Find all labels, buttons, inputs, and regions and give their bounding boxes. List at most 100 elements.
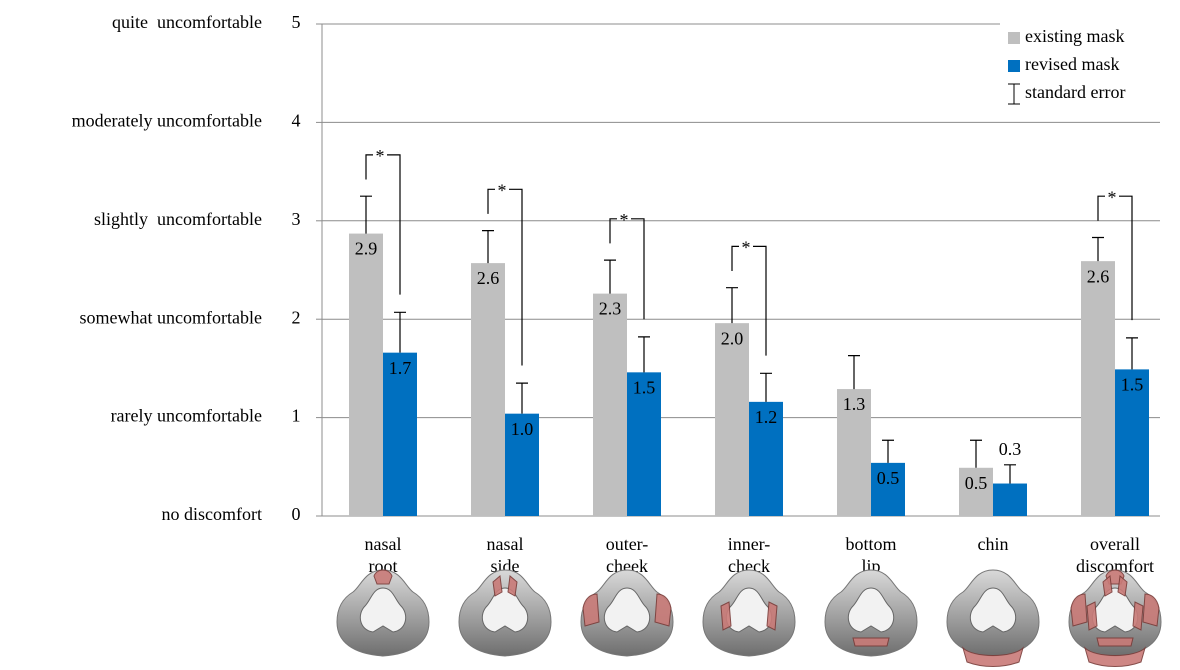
value-label: 1.5 bbox=[633, 377, 656, 397]
value-label: 1.0 bbox=[511, 419, 534, 439]
y-tick-label: 3 bbox=[292, 209, 301, 229]
significance-bracket bbox=[487, 188, 523, 366]
legend-label: revised mask bbox=[1025, 54, 1119, 74]
bar bbox=[715, 323, 749, 516]
bar bbox=[993, 483, 1027, 516]
legend-background bbox=[1000, 16, 1172, 116]
legend-label: standard error bbox=[1025, 82, 1125, 102]
value-label: 0.5 bbox=[965, 473, 988, 493]
error-bar bbox=[360, 195, 372, 234]
y-tick-label: 0 bbox=[292, 504, 301, 524]
x-tick-label: nasal bbox=[365, 534, 402, 554]
bar bbox=[749, 401, 783, 516]
x-tick-label: check bbox=[728, 556, 770, 576]
y-tick-description: slightly uncomfortable bbox=[94, 209, 262, 229]
mask-icon bbox=[458, 569, 552, 657]
mask-hole bbox=[603, 587, 651, 633]
value-label: 2.6 bbox=[1087, 266, 1110, 286]
mask-region bbox=[582, 593, 672, 627]
error-bar bbox=[1004, 464, 1016, 484]
bar bbox=[349, 233, 383, 517]
error-bar bbox=[516, 382, 528, 414]
mask-region bbox=[1102, 575, 1128, 597]
error-bar bbox=[1092, 236, 1104, 262]
mask-region bbox=[852, 637, 890, 647]
significance-label: * bbox=[742, 238, 751, 258]
legend-label: existing mask bbox=[1025, 26, 1125, 46]
error-bar bbox=[482, 230, 494, 264]
mask-hole bbox=[725, 587, 773, 633]
mask-hole bbox=[847, 587, 895, 633]
value-label: 1.3 bbox=[843, 394, 866, 414]
significance-label: * bbox=[620, 210, 629, 230]
mask-hole bbox=[481, 587, 529, 633]
significance-label: * bbox=[498, 180, 507, 200]
mask-hole bbox=[1091, 587, 1139, 633]
bar bbox=[1115, 369, 1149, 516]
bar bbox=[627, 372, 661, 516]
error-bar bbox=[604, 259, 616, 294]
bar bbox=[959, 467, 993, 516]
y-tick-label: 5 bbox=[292, 12, 301, 32]
mask-region bbox=[1096, 637, 1134, 647]
significance-bracket bbox=[731, 245, 767, 356]
x-tick-label: overall bbox=[1090, 534, 1140, 554]
error-bar bbox=[1126, 337, 1138, 370]
x-tick-label: outer- bbox=[606, 534, 649, 554]
value-label: 2.0 bbox=[721, 328, 744, 348]
value-label: 2.6 bbox=[477, 268, 500, 288]
bar bbox=[593, 293, 627, 516]
error-bar bbox=[726, 287, 738, 324]
mask-icon bbox=[336, 569, 430, 657]
mask-region bbox=[1083, 646, 1147, 667]
mask-region bbox=[1086, 601, 1144, 631]
error-bar bbox=[394, 311, 406, 353]
mask-icon bbox=[824, 569, 918, 657]
mask-hole bbox=[359, 587, 407, 633]
significance-label: * bbox=[376, 146, 385, 166]
mask-icon bbox=[946, 569, 1040, 667]
value-label: 0.3 bbox=[999, 439, 1022, 459]
significance-bracket bbox=[1097, 195, 1133, 321]
value-label: 2.3 bbox=[599, 299, 622, 319]
mask-icon bbox=[702, 569, 796, 657]
mask-region bbox=[961, 646, 1025, 667]
significance-bracket bbox=[609, 218, 645, 320]
x-tick-label: cheek bbox=[606, 556, 648, 576]
value-label: 1.2 bbox=[755, 407, 778, 427]
x-tick-label: inner- bbox=[728, 534, 771, 554]
bar bbox=[471, 263, 505, 516]
mask-region bbox=[373, 569, 393, 585]
error-bar bbox=[970, 439, 982, 468]
bar bbox=[871, 462, 905, 516]
value-label: 1.7 bbox=[389, 358, 412, 378]
mask-icon bbox=[1068, 569, 1162, 667]
bar bbox=[837, 389, 871, 516]
bar bbox=[383, 352, 417, 516]
mask-hole bbox=[969, 587, 1017, 633]
x-tick-label: bottom bbox=[845, 534, 896, 554]
value-label: 2.9 bbox=[355, 239, 378, 259]
mask-region bbox=[720, 601, 778, 631]
mask-region bbox=[1070, 593, 1160, 627]
y-tick-label: 2 bbox=[292, 307, 301, 327]
legend-swatch bbox=[1008, 60, 1020, 72]
error-bar bbox=[848, 355, 860, 390]
y-tick-description: somewhat uncomfortable bbox=[80, 307, 262, 327]
error-bar bbox=[638, 336, 650, 373]
significance-label: * bbox=[1108, 187, 1117, 207]
legend-swatch bbox=[1008, 32, 1020, 44]
significance-bracket bbox=[365, 154, 401, 295]
mask-region bbox=[492, 575, 518, 597]
y-tick-description: no discomfort bbox=[162, 504, 263, 524]
y-tick-label: 1 bbox=[292, 406, 301, 426]
value-label: 0.5 bbox=[877, 468, 900, 488]
error-bar bbox=[882, 439, 894, 463]
value-label: 1.5 bbox=[1121, 375, 1144, 395]
legend-error-icon bbox=[1008, 83, 1020, 105]
error-bar bbox=[760, 372, 772, 402]
y-tick-description: moderately uncomfortable bbox=[72, 111, 262, 131]
x-tick-label: chin bbox=[978, 534, 1009, 554]
mask-icon bbox=[580, 569, 674, 657]
